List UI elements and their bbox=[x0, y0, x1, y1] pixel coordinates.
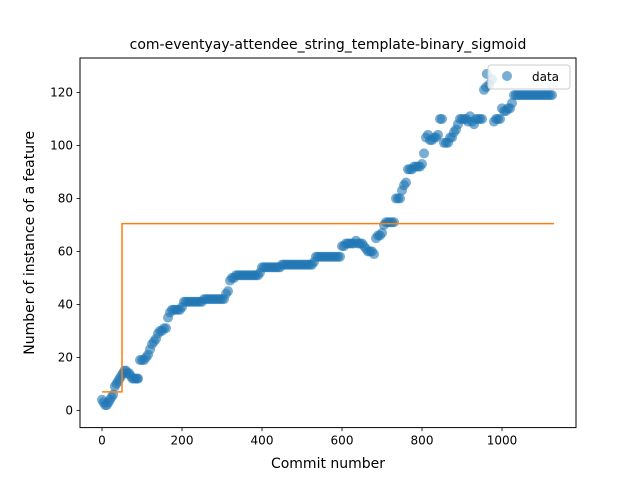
legend-data-label: data bbox=[532, 70, 559, 84]
data-point bbox=[133, 373, 143, 384]
y-tick-label: 120 bbox=[50, 86, 73, 100]
y-tick-label: 60 bbox=[58, 245, 73, 259]
data-point bbox=[223, 286, 233, 297]
data-point bbox=[547, 90, 557, 101]
x-tick-label: 0 bbox=[98, 434, 106, 448]
x-tick-label: 800 bbox=[411, 434, 434, 448]
x-axis-ticks: 0 200 400 600 800 1000 bbox=[98, 427, 518, 448]
data-point bbox=[419, 148, 429, 159]
x-tick-label: 400 bbox=[251, 434, 274, 448]
data-point bbox=[477, 113, 487, 124]
data-point bbox=[401, 177, 411, 188]
chart-title: com-eventyay-attendee_string_template-bi… bbox=[130, 37, 527, 53]
data-point bbox=[507, 98, 517, 109]
legend: data bbox=[487, 64, 571, 90]
legend-box bbox=[487, 64, 571, 90]
y-tick-label: 0 bbox=[65, 404, 73, 418]
data-point bbox=[377, 227, 387, 238]
series-layer bbox=[97, 68, 557, 411]
x-tick-label: 600 bbox=[331, 434, 354, 448]
data-point bbox=[437, 113, 447, 124]
y-tick-label: 20 bbox=[58, 351, 73, 365]
x-tick-label: 1000 bbox=[487, 434, 518, 448]
data-point bbox=[369, 249, 379, 260]
y-axis-label: Number of instance of a feature bbox=[22, 131, 38, 355]
y-tick-label: 100 bbox=[50, 139, 73, 153]
y-tick-label: 40 bbox=[58, 298, 73, 312]
x-axis-label: Commit number bbox=[271, 456, 385, 472]
y-axis-ticks: 0 20 40 60 80 100 120 bbox=[50, 86, 80, 418]
data-point bbox=[495, 113, 505, 124]
fit-line bbox=[102, 222, 554, 393]
y-tick-label: 80 bbox=[58, 192, 73, 206]
data-point bbox=[417, 158, 427, 169]
legend-data-marker bbox=[502, 71, 512, 81]
plot-area bbox=[97, 68, 557, 411]
data-point bbox=[389, 217, 399, 228]
data-point bbox=[395, 193, 405, 204]
data-point bbox=[335, 251, 345, 262]
data-point bbox=[433, 129, 443, 140]
axes-frame bbox=[79, 57, 577, 429]
data-point bbox=[161, 323, 171, 334]
x-tick-label: 200 bbox=[171, 434, 194, 448]
